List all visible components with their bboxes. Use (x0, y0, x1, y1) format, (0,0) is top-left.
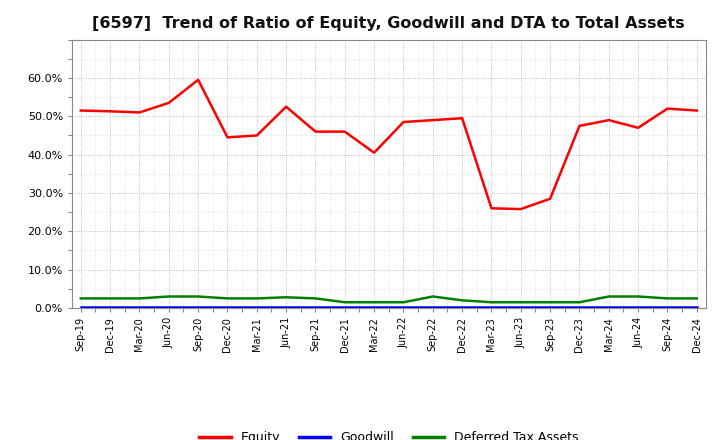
Goodwill (194, 304, 202, 309)
Equity (311, 129, 320, 134)
Goodwill (106, 304, 114, 309)
Deferred Tax Assets (487, 300, 496, 305)
Goodwill (663, 304, 672, 309)
Title: [6597]  Trend of Ratio of Equity, Goodwill and DTA to Total Assets: [6597] Trend of Ratio of Equity, Goodwil… (92, 16, 685, 32)
Equity (634, 125, 642, 130)
Equity (663, 106, 672, 111)
Goodwill (341, 304, 349, 309)
Goodwill (135, 304, 144, 309)
Deferred Tax Assets (516, 300, 525, 305)
Equity (458, 116, 467, 121)
Goodwill (575, 304, 584, 309)
Equity (693, 108, 701, 113)
Deferred Tax Assets (164, 294, 173, 299)
Deferred Tax Assets (693, 296, 701, 301)
Equity (428, 117, 437, 123)
Deferred Tax Assets (341, 300, 349, 305)
Deferred Tax Assets (76, 296, 85, 301)
Equity (164, 100, 173, 106)
Line: Deferred Tax Assets: Deferred Tax Assets (81, 297, 697, 302)
Goodwill (282, 304, 290, 309)
Equity (135, 110, 144, 115)
Deferred Tax Assets (370, 300, 379, 305)
Goodwill (253, 304, 261, 309)
Equity (341, 129, 349, 134)
Equity (605, 117, 613, 123)
Goodwill (546, 304, 554, 309)
Equity (399, 119, 408, 125)
Deferred Tax Assets (575, 300, 584, 305)
Deferred Tax Assets (428, 294, 437, 299)
Deferred Tax Assets (194, 294, 202, 299)
Deferred Tax Assets (282, 295, 290, 300)
Goodwill (311, 304, 320, 309)
Legend: Equity, Goodwill, Deferred Tax Assets: Equity, Goodwill, Deferred Tax Assets (194, 426, 583, 440)
Equity (194, 77, 202, 82)
Equity (253, 133, 261, 138)
Goodwill (634, 304, 642, 309)
Goodwill (76, 304, 85, 309)
Goodwill (516, 304, 525, 309)
Goodwill (164, 304, 173, 309)
Deferred Tax Assets (399, 300, 408, 305)
Deferred Tax Assets (663, 296, 672, 301)
Goodwill (458, 304, 467, 309)
Equity (370, 150, 379, 155)
Deferred Tax Assets (605, 294, 613, 299)
Deferred Tax Assets (311, 296, 320, 301)
Deferred Tax Assets (458, 298, 467, 303)
Deferred Tax Assets (135, 296, 144, 301)
Deferred Tax Assets (546, 300, 554, 305)
Deferred Tax Assets (106, 296, 114, 301)
Equity (575, 123, 584, 128)
Deferred Tax Assets (253, 296, 261, 301)
Goodwill (605, 304, 613, 309)
Goodwill (223, 304, 232, 309)
Line: Equity: Equity (81, 80, 697, 209)
Equity (106, 109, 114, 114)
Deferred Tax Assets (223, 296, 232, 301)
Goodwill (428, 304, 437, 309)
Equity (282, 104, 290, 109)
Goodwill (487, 304, 496, 309)
Equity (546, 196, 554, 202)
Goodwill (370, 304, 379, 309)
Equity (223, 135, 232, 140)
Equity (516, 206, 525, 212)
Goodwill (693, 304, 701, 309)
Equity (487, 205, 496, 211)
Deferred Tax Assets (634, 294, 642, 299)
Goodwill (399, 304, 408, 309)
Equity (76, 108, 85, 113)
